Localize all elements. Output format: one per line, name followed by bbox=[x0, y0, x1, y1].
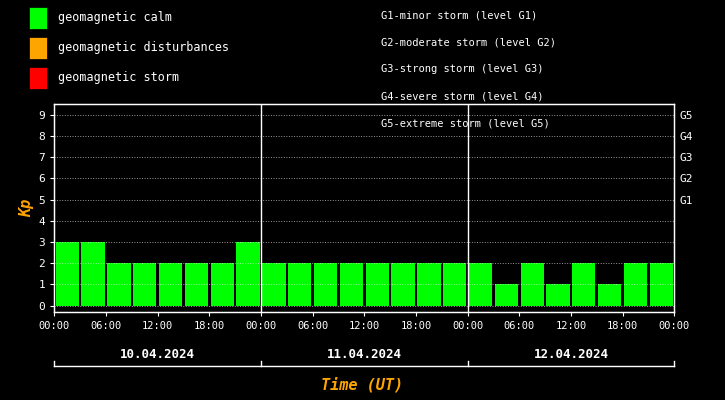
Bar bbox=[133, 263, 157, 306]
Bar bbox=[81, 242, 104, 306]
Bar bbox=[598, 284, 621, 306]
Text: 11.04.2024: 11.04.2024 bbox=[327, 348, 402, 360]
Bar bbox=[547, 284, 570, 306]
Bar bbox=[392, 263, 415, 306]
Bar bbox=[107, 263, 130, 306]
Bar bbox=[650, 263, 673, 306]
Bar bbox=[365, 263, 389, 306]
Bar bbox=[418, 263, 441, 306]
Bar bbox=[443, 263, 466, 306]
Text: geomagnetic disturbances: geomagnetic disturbances bbox=[58, 42, 229, 54]
Bar bbox=[469, 263, 492, 306]
Text: G4-severe storm (level G4): G4-severe storm (level G4) bbox=[381, 92, 543, 102]
Text: G1-minor storm (level G1): G1-minor storm (level G1) bbox=[381, 10, 537, 20]
Bar bbox=[340, 263, 363, 306]
Bar bbox=[521, 263, 544, 306]
Text: G3-strong storm (level G3): G3-strong storm (level G3) bbox=[381, 64, 543, 74]
Bar bbox=[236, 242, 260, 306]
Bar bbox=[572, 263, 595, 306]
Bar bbox=[185, 263, 208, 306]
Text: geomagnetic storm: geomagnetic storm bbox=[58, 72, 179, 84]
Text: geomagnetic calm: geomagnetic calm bbox=[58, 12, 172, 24]
Bar bbox=[624, 263, 647, 306]
Text: Time (UT): Time (UT) bbox=[321, 376, 404, 392]
Text: 12.04.2024: 12.04.2024 bbox=[534, 348, 608, 360]
Bar bbox=[56, 242, 79, 306]
Text: G5-extreme storm (level G5): G5-extreme storm (level G5) bbox=[381, 119, 550, 129]
Text: G2-moderate storm (level G2): G2-moderate storm (level G2) bbox=[381, 37, 555, 47]
Bar bbox=[314, 263, 337, 306]
Bar bbox=[211, 263, 234, 306]
Bar bbox=[288, 263, 311, 306]
Bar bbox=[494, 284, 518, 306]
Bar bbox=[159, 263, 182, 306]
Bar bbox=[262, 263, 286, 306]
Text: 10.04.2024: 10.04.2024 bbox=[120, 348, 195, 360]
Y-axis label: Kp: Kp bbox=[20, 199, 34, 217]
